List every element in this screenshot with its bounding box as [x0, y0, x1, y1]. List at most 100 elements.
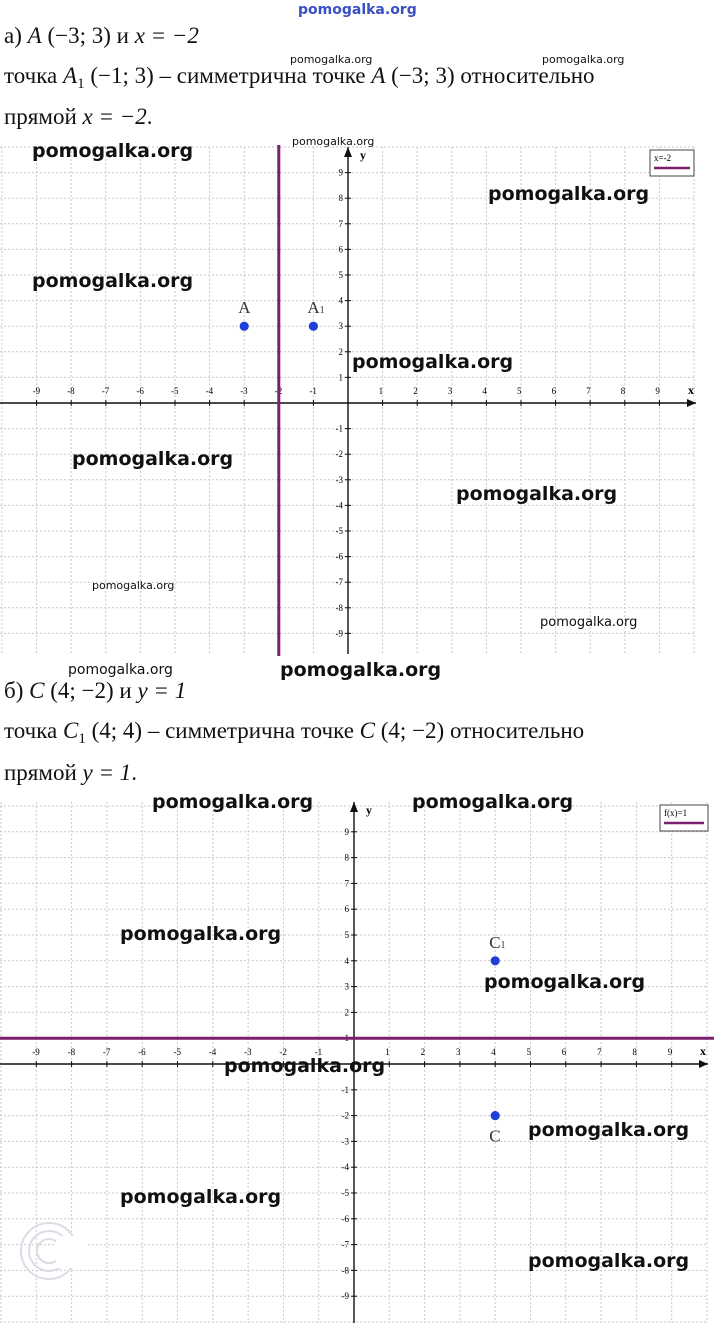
part-a-line-2: точка A1 (−1; 3) – симметрична точке A (…: [4, 62, 595, 98]
x-tick-label: -4: [209, 1047, 217, 1057]
x-tick-label: 4: [491, 1047, 496, 1057]
x-tick-label: -9: [33, 386, 41, 396]
part-a-result-sub: 1: [77, 76, 85, 92]
part-b-sym-text: – симметрична точке: [147, 718, 354, 743]
y-tick-label: -9: [336, 628, 344, 638]
y-axis-label: y: [366, 803, 372, 817]
part-b-line-eq: y = 1: [82, 760, 132, 785]
watermark: pomogalka.org: [528, 1250, 690, 1272]
x-tick-label: 9: [655, 386, 660, 396]
y-tick-label: 3: [339, 321, 344, 331]
x-tick-label: -7: [102, 386, 110, 396]
part-a-result-coords: (−1; 3): [90, 63, 154, 88]
y-tick-label: 8: [339, 193, 344, 203]
part-b-result-coords: (4; 4): [91, 718, 143, 743]
y-tick-label: 6: [345, 904, 350, 914]
x-axis-label: x: [700, 1044, 706, 1058]
y-tick-label: 2: [345, 1007, 350, 1017]
part-a-tail: относительно: [460, 63, 595, 88]
legend: f(x)=1: [659, 804, 709, 832]
part-a-coords: (−3; 3): [47, 23, 111, 48]
y-tick-label: -4: [342, 1162, 350, 1172]
y-tick-label: -5: [336, 526, 344, 536]
y-tick-label: 9: [345, 827, 350, 837]
y-tick-label: -7: [336, 577, 344, 587]
part-a-equation: x = −2: [134, 23, 199, 48]
x-tick-label: 2: [421, 1047, 426, 1057]
y-tick-label: -3: [336, 475, 344, 485]
part-a-sym-text: – симметрична точке: [159, 63, 366, 88]
part-b-equation: y = 1: [137, 678, 187, 703]
x-tick-label: 7: [586, 386, 591, 396]
x-tick-label: 5: [527, 1047, 532, 1057]
y-tick-label: 6: [339, 244, 344, 254]
y-tick-label: 4: [339, 296, 344, 306]
x-tick-label: 7: [597, 1047, 602, 1057]
x-tick-label: 6: [562, 1047, 567, 1057]
legend-text: x=-2: [654, 153, 671, 163]
part-a-target-coords: (−3; 3): [391, 63, 455, 88]
x-tick-label: -2: [279, 1047, 287, 1057]
x-axis-label: x: [688, 383, 694, 397]
watermark: pomogalka.org: [32, 140, 194, 162]
x-axis-arrow: [699, 1060, 708, 1068]
y-tick-label: 2: [339, 347, 344, 357]
watermark: pomogalka.org: [72, 448, 234, 470]
part-a-end: .: [146, 104, 153, 129]
part-a-result-point: A1: [63, 63, 85, 92]
point-a1: [308, 321, 318, 331]
x-tick-label: -7: [103, 1047, 111, 1057]
part-a-target-point: A: [371, 63, 386, 88]
point-c1: [490, 956, 500, 966]
x-tick-label: -8: [68, 1047, 76, 1057]
point-label-letter: C: [489, 933, 500, 952]
point-label-sub: 1: [501, 940, 506, 951]
part-b-result-point: C1: [63, 718, 86, 747]
x-tick-label: 9: [668, 1047, 673, 1057]
y-axis-arrow: [344, 147, 352, 157]
y-tick-label: -3: [342, 1136, 350, 1146]
point-label-letter: C: [489, 1127, 500, 1146]
y-tick-label: -6: [342, 1214, 350, 1224]
y-tick-label: 8: [345, 853, 350, 863]
part-b-line-1: б) C (4; −2) и y = 1: [4, 677, 186, 705]
legend-box: [659, 804, 709, 832]
watermark: pomogalka.org: [92, 579, 175, 592]
x-tick-label: 6: [552, 386, 557, 396]
x-tick-label: -6: [138, 1047, 146, 1057]
watermark: pomogalka.org: [488, 183, 650, 205]
part-a-label: а): [4, 23, 22, 48]
y-tick-label: -8: [342, 1265, 350, 1275]
watermark: pomogalka.org: [412, 791, 574, 813]
y-axis-label: y: [360, 148, 366, 162]
part-b-target-point: C: [359, 718, 376, 743]
part-b-line-2: точка C1 (4; 4) – симметрична точке C (4…: [4, 717, 584, 753]
watermark: pomogalka.org: [290, 53, 373, 66]
y-tick-label: -6: [336, 552, 344, 562]
part-a-conj: и: [116, 23, 129, 48]
part-a-line-1: а) A (−3; 3) и x = −2: [4, 22, 199, 50]
part-a-line-eq: x = −2: [82, 104, 147, 129]
y-tick-label: 7: [345, 878, 350, 888]
part-b-target-coords: (4; −2): [380, 718, 445, 743]
y-tick-label: -2: [336, 449, 344, 459]
watermark: pomogalka.org: [68, 662, 173, 678]
x-tick-label: -5: [171, 386, 179, 396]
part-b-word-2: прямой: [4, 760, 77, 785]
x-tick-label: 3: [448, 386, 453, 396]
point-label-letter: A: [307, 298, 320, 317]
y-tick-label: -1: [336, 424, 344, 434]
y-tick-label: -7: [342, 1240, 350, 1250]
y-tick-label: -2: [342, 1111, 350, 1121]
y-tick-label: -8: [336, 603, 344, 613]
point-label: A1: [307, 298, 324, 317]
y-tick-label: -4: [336, 500, 344, 510]
watermark: pomogalka.org: [120, 923, 282, 945]
part-b-result-sub: 1: [78, 731, 86, 747]
part-b-label: б): [4, 678, 24, 703]
watermark: pomogalka.org: [540, 615, 638, 630]
legend: x=-2: [649, 149, 695, 177]
x-tick-label: -9: [32, 1047, 40, 1057]
watermark: pomogalka.org: [32, 270, 194, 292]
watermark: pomogalka.org: [280, 659, 442, 681]
